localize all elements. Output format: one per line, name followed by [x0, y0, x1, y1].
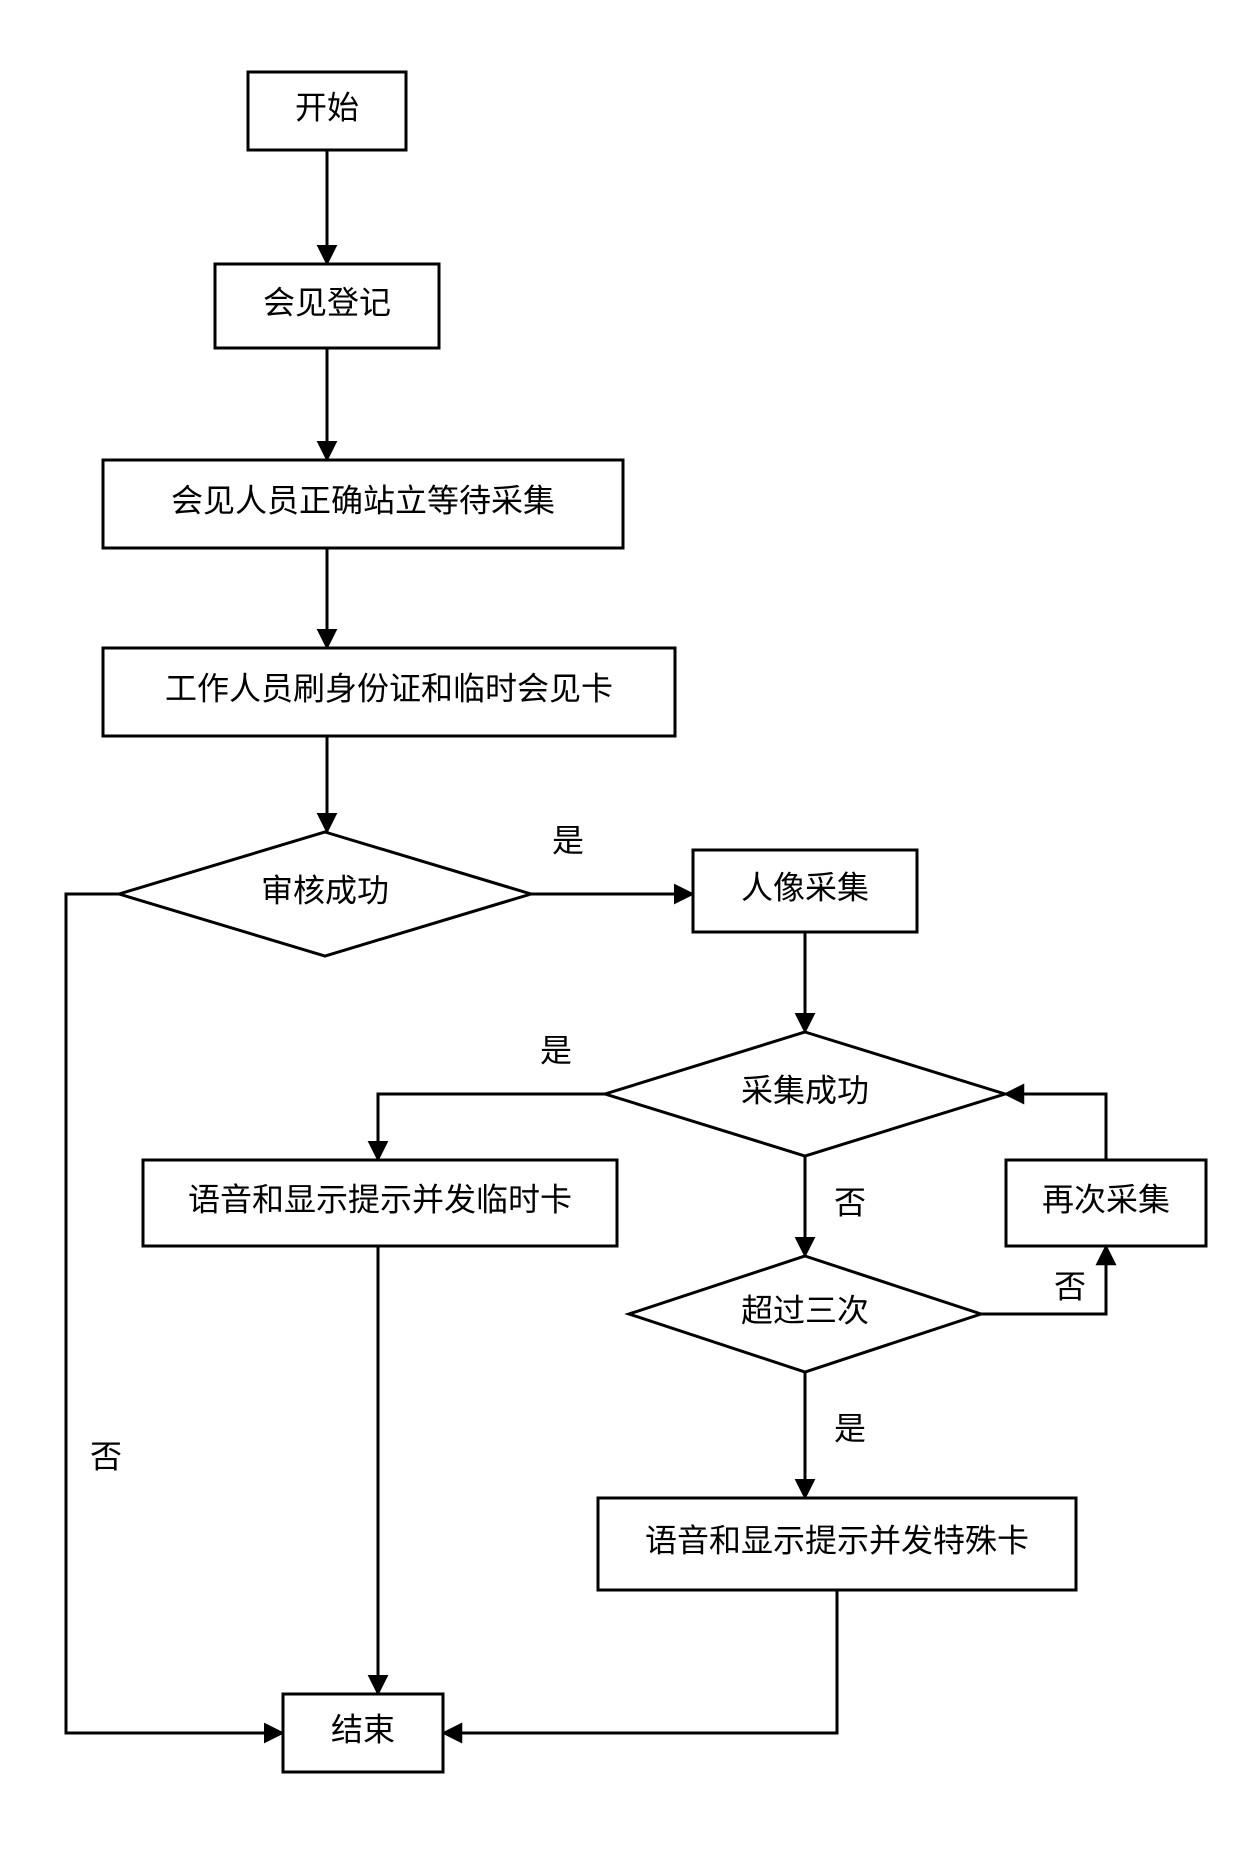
edge-label: 否 [90, 1438, 122, 1474]
node-label: 会见人员正确站立等待采集 [171, 482, 555, 518]
edge [66, 894, 283, 1733]
node-label: 审核成功 [261, 872, 389, 908]
node-label: 会见登记 [263, 284, 391, 320]
edge-label: 否 [1054, 1268, 1086, 1304]
edge [443, 1590, 837, 1733]
flowchart-canvas: 是是否否是否开始会见登记会见人员正确站立等待采集工作人员刷身份证和临时会见卡审核… [0, 0, 1240, 1849]
node-label: 开始 [295, 89, 359, 125]
edge-label: 是 [834, 1410, 866, 1446]
node-label: 语音和显示提示并发特殊卡 [645, 1522, 1029, 1558]
node-label: 工作人员刷身份证和临时会见卡 [165, 670, 613, 706]
edge-label: 是 [540, 1032, 572, 1068]
node-label: 采集成功 [741, 1072, 869, 1108]
node-label: 再次采集 [1042, 1181, 1170, 1217]
node-label: 结束 [331, 1711, 395, 1747]
edge-label: 否 [834, 1184, 866, 1220]
node-label: 人像采集 [741, 869, 869, 905]
node-label: 超过三次 [741, 1292, 869, 1328]
edge [1005, 1094, 1106, 1160]
edge [981, 1246, 1106, 1314]
node-label: 语音和显示提示并发临时卡 [188, 1181, 572, 1217]
edge [378, 1094, 605, 1160]
edge-label: 是 [552, 822, 584, 858]
